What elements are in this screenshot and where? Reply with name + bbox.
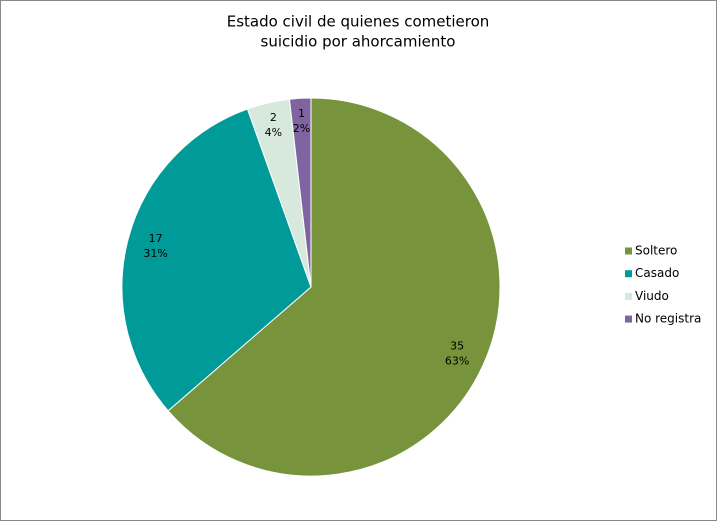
legend-swatch [625, 292, 632, 300]
data-label: 2 [270, 111, 277, 124]
legend-swatch [625, 315, 632, 323]
data-label: 1 [298, 107, 305, 120]
data-label-percent: 4% [265, 126, 282, 139]
data-label: 17 [149, 232, 163, 245]
pie-slice [167, 97, 501, 477]
legend-label: Soltero [635, 244, 677, 258]
chart-title: Estado civil de quienes cometieron [227, 13, 490, 31]
pie-slice [121, 108, 312, 412]
data-label-percent: 63% [445, 355, 469, 368]
legend-swatch [625, 270, 632, 278]
legend-swatch [625, 247, 632, 255]
legend-label: Casado [635, 266, 679, 280]
data-label-percent: 31% [143, 247, 167, 260]
data-label: 35 [450, 340, 464, 353]
chart-title: suicidio por ahorcamiento [261, 33, 456, 51]
legend-label: Viudo [635, 289, 669, 303]
data-label-percent: 2% [293, 122, 310, 135]
pie-slice [288, 97, 312, 288]
legend-label: No registra [635, 312, 701, 326]
